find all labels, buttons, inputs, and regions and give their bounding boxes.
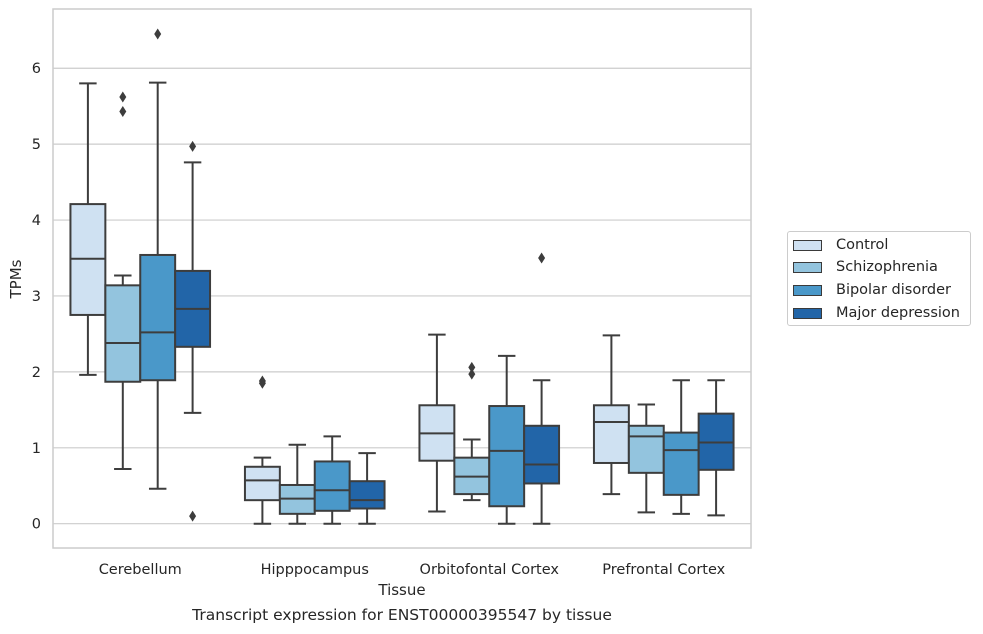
box-1-0 — [104, 91, 142, 471]
y-tick-label: 2 — [32, 365, 41, 381]
box-iqr — [139, 253, 177, 382]
box-2-3 — [662, 379, 700, 515]
outlier-point — [468, 368, 476, 380]
x-tick-label: Prefrontal Cortex — [602, 562, 725, 578]
chart-caption: Transcript expression for ENST0000039554… — [192, 606, 612, 624]
y-tick-label: 0 — [32, 517, 41, 533]
box-iqr — [592, 404, 630, 464]
legend-item-bipolar: Bipolar disorder — [793, 280, 951, 300]
legend-item-control: Control — [793, 235, 888, 255]
y-tick-label: 3 — [32, 289, 41, 305]
x-tick-label: Hipppocampus — [261, 562, 369, 578]
box-1-3 — [627, 403, 665, 514]
box-iqr — [523, 424, 561, 485]
box-2-1 — [313, 435, 351, 525]
boxes — [69, 28, 735, 525]
legend-item-major-depression: Major depression — [793, 303, 960, 323]
box-3-3 — [697, 379, 735, 517]
box-3-2 — [523, 252, 561, 525]
box-iqr — [243, 465, 281, 502]
outlier-point — [538, 252, 546, 264]
box-0-0 — [69, 82, 107, 376]
box-0-1 — [243, 375, 281, 525]
legend-label-schizophrenia: Schizophrenia — [836, 259, 938, 275]
legend-label-major-depression: Major depression — [836, 305, 960, 321]
y-axis-ticks: 0 1 2 3 4 5 6 — [32, 61, 41, 532]
box-0-2 — [418, 333, 456, 513]
legend-label-bipolar: Bipolar disorder — [836, 282, 951, 298]
box-iqr — [313, 460, 351, 512]
outlier-point — [189, 510, 197, 522]
box-1-1 — [278, 443, 316, 525]
legend-item-schizophrenia: Schizophrenia — [793, 257, 938, 277]
x-tick-label: Cerebellum — [99, 562, 182, 578]
box-2-2 — [488, 354, 526, 525]
legend-swatch-control — [793, 239, 822, 251]
box-iqr — [662, 431, 700, 496]
outlier-point — [154, 28, 162, 40]
y-tick-label: 1 — [32, 441, 41, 457]
x-axis-label: Tissue — [377, 581, 425, 599]
outlier-point — [189, 140, 197, 152]
legend: Control Schizophrenia Bipolar disorder M… — [787, 231, 971, 326]
legend-label-control: Control — [836, 237, 889, 253]
box-iqr — [104, 284, 142, 383]
outlier-point — [258, 375, 266, 387]
box-2-0 — [139, 28, 177, 490]
legend-swatch-bipolar — [793, 284, 822, 296]
y-tick-label: 6 — [32, 61, 41, 77]
y-tick-label: 4 — [32, 213, 41, 229]
outlier-point — [119, 91, 127, 103]
box-iqr — [348, 480, 386, 510]
legend-swatch-major-depression — [793, 307, 822, 319]
outlier-point — [468, 361, 476, 373]
x-axis-ticks: Cerebellum Hipppocampus Orbitofontal Corte… — [99, 562, 726, 578]
box-3-0 — [174, 140, 212, 522]
plot-frame — [52, 8, 752, 549]
box-iqr — [488, 405, 526, 508]
box-iqr — [627, 424, 665, 474]
box-1-2 — [453, 361, 491, 502]
y-axis-label: TPMs — [7, 259, 25, 299]
legend-swatch-schizophrenia — [793, 261, 822, 273]
outlier-point — [119, 105, 127, 117]
x-tick-label: Orbitofontal Cortex — [420, 562, 560, 578]
y-tick-label: 5 — [32, 137, 41, 153]
box-3-1 — [348, 452, 386, 525]
box-0-3 — [592, 334, 630, 496]
